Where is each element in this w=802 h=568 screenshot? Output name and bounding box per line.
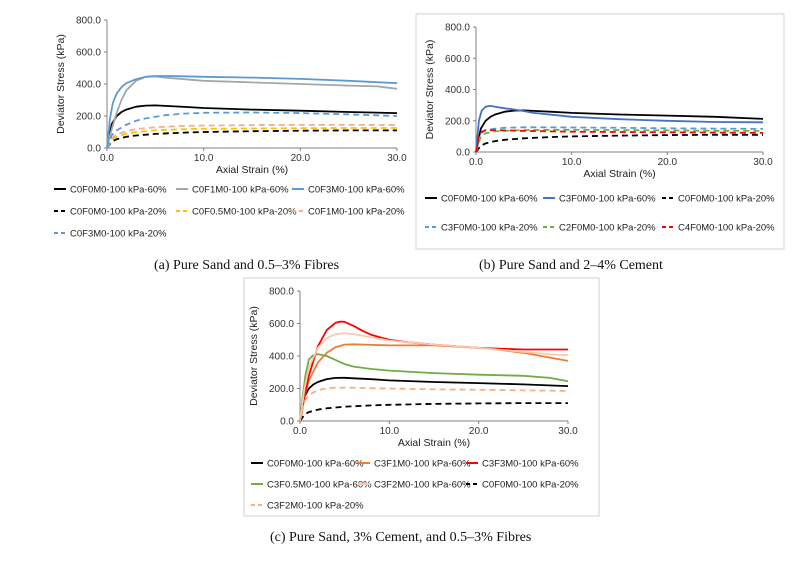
legend-label: C3F0.5M0-100 kPa-60% — [267, 480, 372, 491]
x-tick-label: 10.0 — [562, 157, 582, 168]
y-tick-label: 200.0 — [445, 116, 470, 127]
legend-label: C0F0M0-100 kPa-60% — [267, 459, 364, 470]
y-tick-label: 400.0 — [76, 80, 101, 91]
legend-label: C2F0M0-100 kPa-20% — [559, 223, 656, 234]
legend-label: C0F0M0-100 kPa-20% — [70, 207, 167, 218]
y-tick-label: 0.0 — [456, 148, 470, 159]
legend-label: C0F1M0-100 kPa-60% — [192, 185, 289, 196]
legend-label: C0F3M0-100 kPa-20% — [70, 229, 167, 240]
y-tick-label: 0.0 — [280, 417, 294, 428]
x-tick-label: 0.0 — [469, 157, 483, 168]
series-line — [299, 353, 569, 422]
series-line — [299, 402, 568, 422]
series-line — [475, 129, 764, 153]
y-tick-label: 400.0 — [269, 352, 294, 363]
y-axis-title: Deviator Stress (kPa) — [55, 34, 67, 134]
series-line — [475, 128, 764, 153]
chart-a: 0.0 200.0 400.0 600.0 800.0 0.0 10.0 20.0 30.0 Ax… — [54, 16, 407, 240]
x-tick-label: 30.0 — [387, 153, 407, 164]
series-line — [106, 75, 398, 149]
x-tick-label: 30.0 — [753, 157, 773, 168]
series-line — [299, 376, 569, 422]
chart-frame — [243, 277, 600, 517]
y-tick-label: 0.0 — [87, 144, 101, 155]
y-tick-label: 800.0 — [269, 287, 294, 298]
legend-label: C0F0.5M0-100 kPa-20% — [192, 207, 297, 218]
y-tick-label: 800.0 — [76, 16, 101, 27]
y-axis-title: Deviator Stress (kPa) — [248, 306, 260, 406]
series-line — [299, 386, 569, 422]
y-tick-label: 800.0 — [445, 23, 470, 34]
series-line — [475, 133, 763, 153]
series-line — [106, 129, 397, 149]
y-axis-title: Deviator Stress (kPa) — [424, 40, 436, 140]
y-tick-label: 600.0 — [269, 319, 294, 330]
x-tick-label: 0.0 — [100, 153, 114, 164]
x-tick-label: 0.0 — [293, 426, 307, 437]
legend-label: C3F1M0-100 kPa-60% — [374, 459, 471, 470]
figure-caption-c: (c) Pure Sand, 3% Cement, and 0.5–3% Fib… — [270, 530, 532, 545]
chart-b: 0.0 200.0 400.0 600.0 800.0 0.0 10.0 20.0 30.0 Ax… — [415, 13, 785, 250]
series-line — [299, 320, 568, 422]
legend-label: C0F0M0-100 kPa-20% — [482, 480, 579, 491]
x-tick-label: 20.0 — [658, 157, 678, 168]
x-tick-label: 20.0 — [469, 426, 489, 437]
series-line — [106, 75, 398, 149]
figure-caption-a: (a) Pure Sand and 0.5–3% Fibres — [154, 258, 340, 273]
series-line — [475, 109, 764, 153]
legend-label: C0F0M0-100 kPa-60% — [441, 194, 538, 205]
series-line — [106, 104, 398, 149]
legend-label: C4F0M0-100 kPa-20% — [678, 223, 775, 234]
series-line — [106, 111, 398, 149]
legend-label: C3F0M0-100 kPa-60% — [559, 194, 656, 205]
y-tick-label: 200.0 — [76, 112, 101, 123]
legend-label: C0F3M0-100 kPa-60% — [308, 185, 405, 196]
series-line — [106, 123, 398, 149]
legend-label: C0F0M0-100 kPa-20% — [678, 194, 775, 205]
series-line — [106, 127, 397, 149]
legend-label: C3F2M0-100 kPa-60% — [374, 480, 471, 491]
figure-caption-b: (b) Pure Sand and 2–4% Cement — [479, 258, 663, 273]
chart-c: 0.0 200.0 400.0 600.0 800.0 0.0 10.0 20.0 30.0 Ax… — [243, 277, 600, 517]
legend-label: C3F2M0-100 kPa-20% — [267, 501, 364, 512]
legend-label: C0F0M0-100 kPa-60% — [70, 185, 167, 196]
legend-label: C0F1M0-100 kPa-20% — [308, 207, 405, 218]
y-tick-label: 600.0 — [76, 48, 101, 59]
y-tick-label: 200.0 — [269, 384, 294, 395]
x-axis-title: Axial Strain (%) — [216, 164, 288, 176]
x-axis-title: Axial Strain (%) — [398, 437, 470, 449]
x-tick-label: 30.0 — [558, 426, 578, 437]
x-axis-title: Axial Strain (%) — [583, 168, 655, 180]
legend-label: C3F3M0-100 kPa-60% — [482, 459, 579, 470]
series-line — [475, 105, 764, 153]
legend-label: C3F0M0-100 kPa-20% — [441, 223, 538, 234]
y-tick-label: 400.0 — [445, 85, 470, 96]
series-line — [299, 332, 569, 422]
x-tick-label: 20.0 — [291, 153, 311, 164]
x-tick-label: 10.0 — [194, 153, 214, 164]
x-tick-label: 10.0 — [380, 426, 400, 437]
chart-frame — [415, 13, 785, 250]
y-tick-label: 600.0 — [445, 54, 470, 65]
